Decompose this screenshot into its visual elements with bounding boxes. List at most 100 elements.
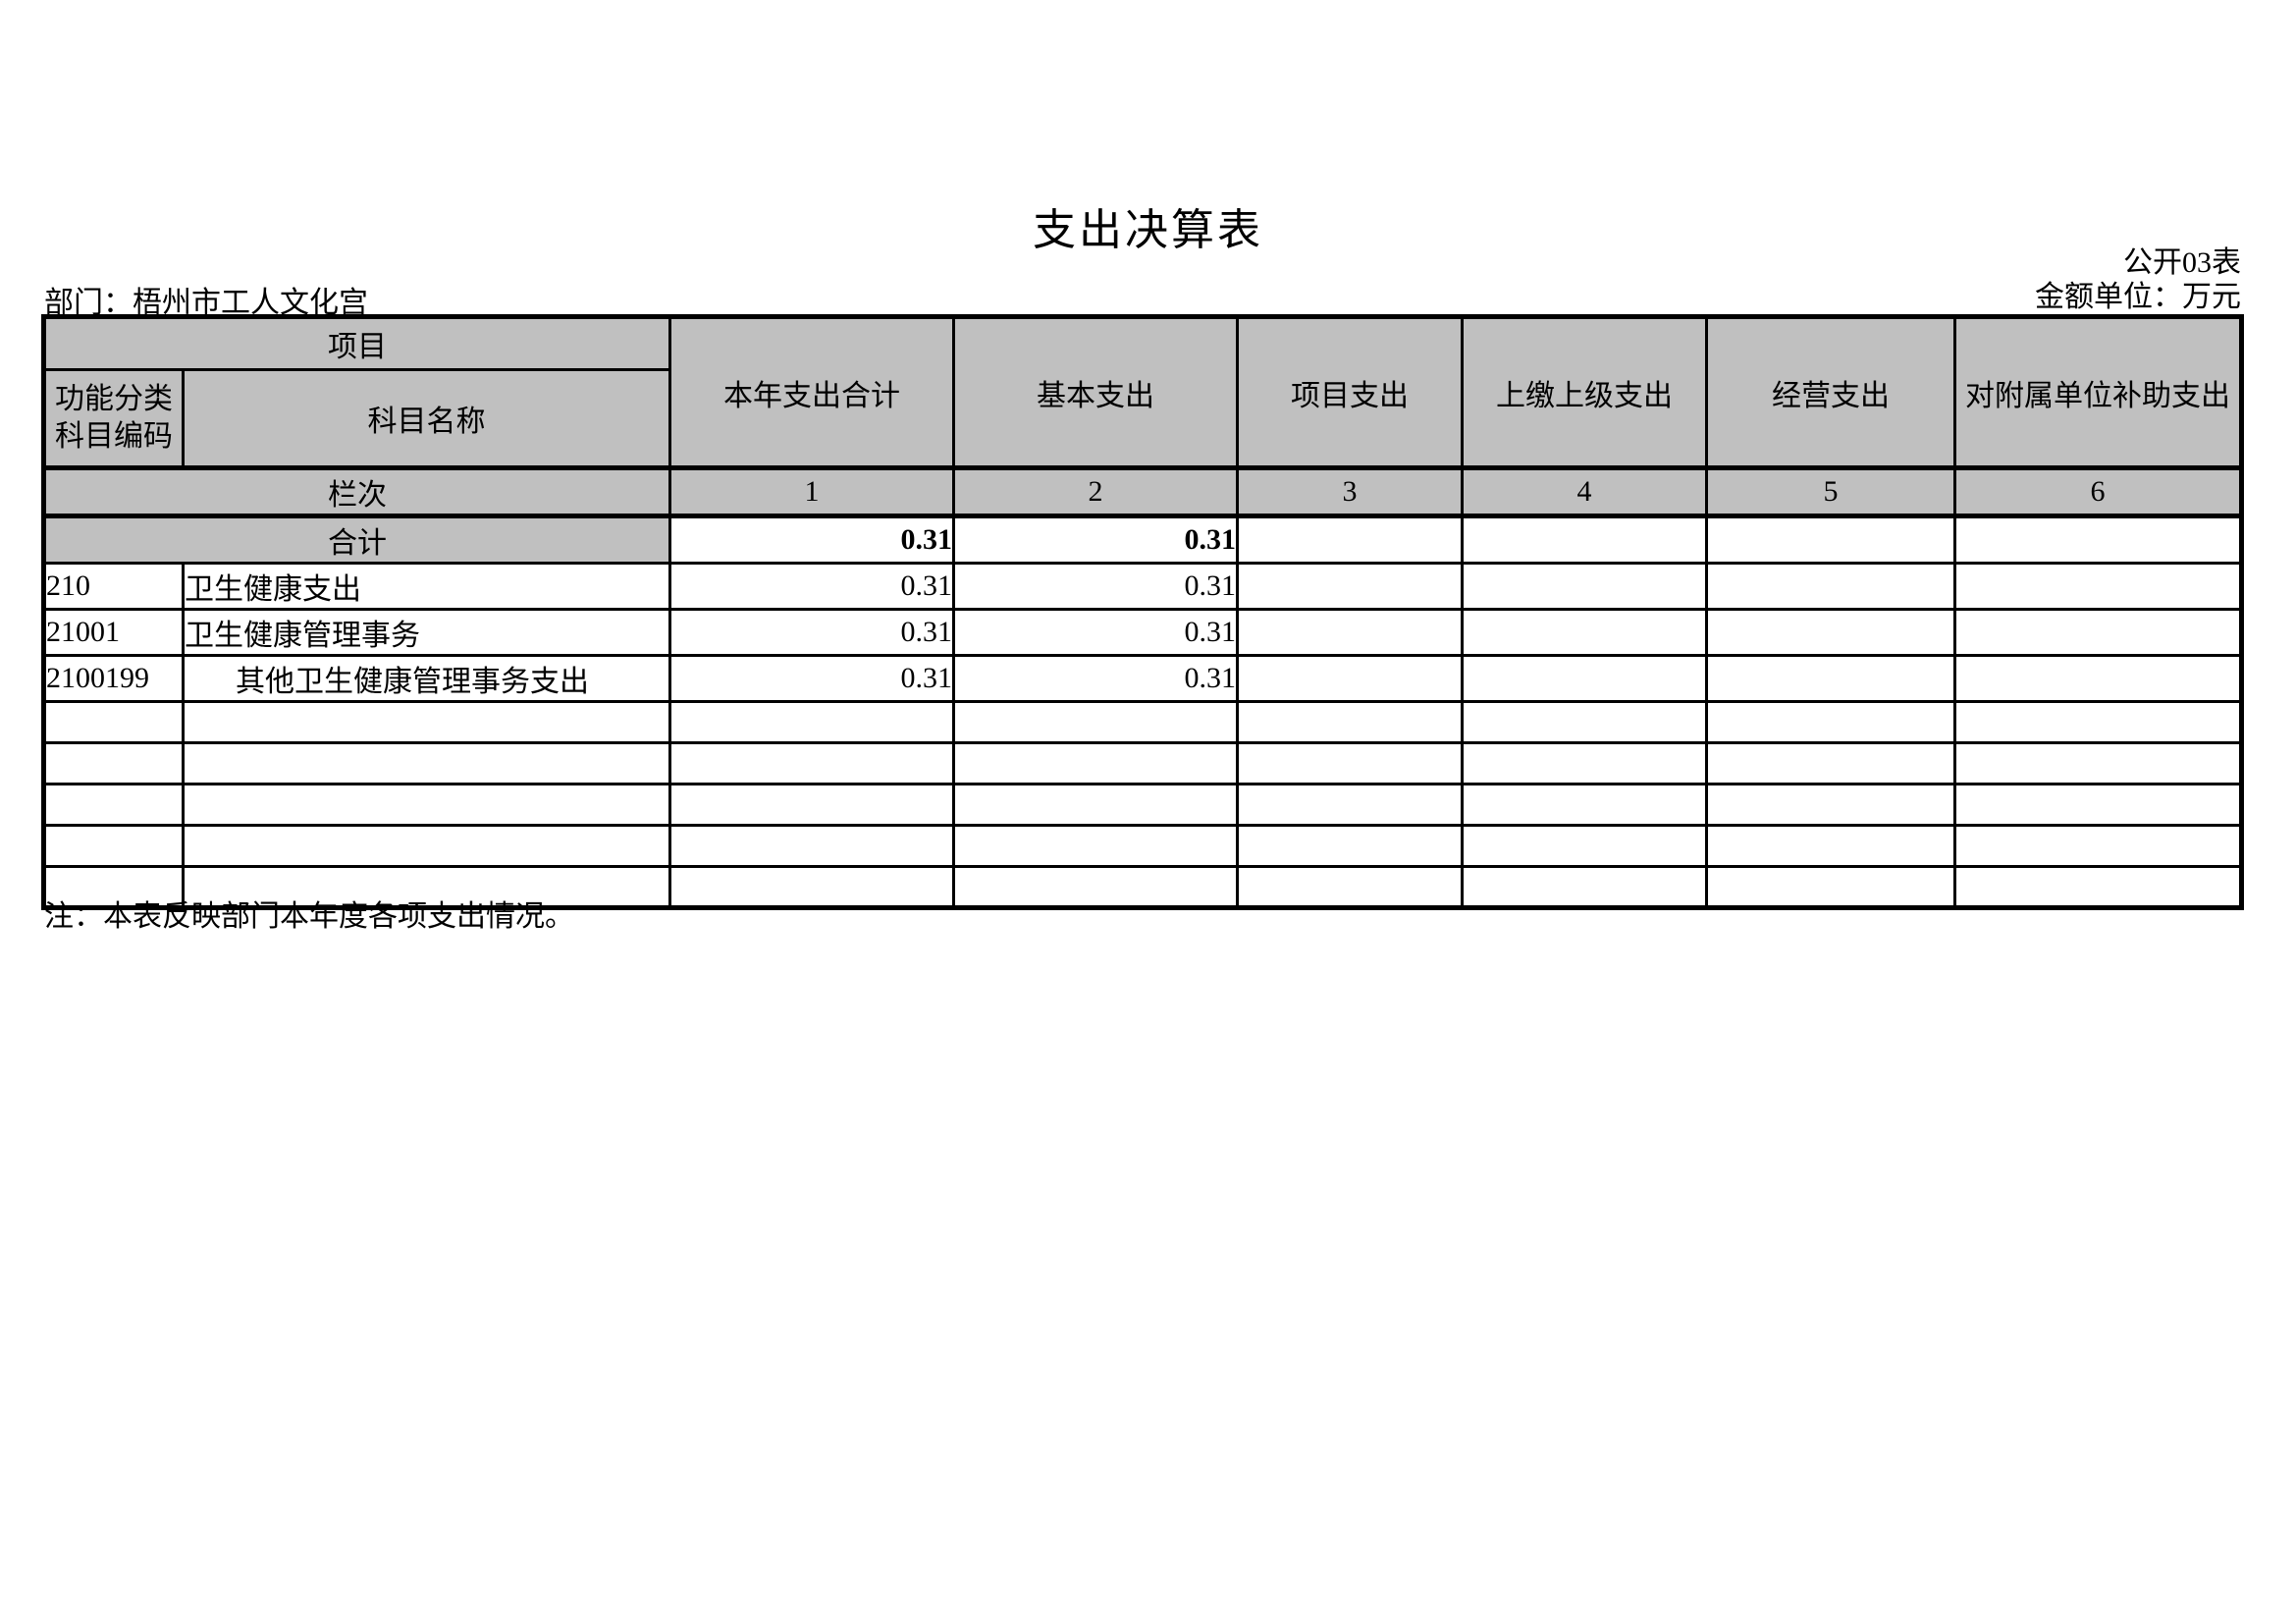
value-cell xyxy=(668,824,955,868)
total-value-cell xyxy=(1953,514,2243,565)
column-number-cell: 2 xyxy=(952,465,1239,518)
table-row xyxy=(42,783,2243,827)
value-cell xyxy=(668,741,955,785)
meta-block: 公开03表 金额单位：万元 xyxy=(2035,245,2241,314)
name-cell: 卫生健康支出 xyxy=(182,562,671,611)
table-row xyxy=(42,824,2243,868)
header-code-label-line2: 科目编码 xyxy=(55,420,173,453)
total-label-cell: 合计 xyxy=(42,514,671,565)
value-cell xyxy=(1705,783,1956,827)
name-cell xyxy=(182,783,671,827)
header-code-label-line1: 功能分类 xyxy=(55,383,173,415)
value-cell xyxy=(1236,562,1464,611)
lanci-label-cell: 栏次 xyxy=(42,465,671,518)
total-row: 合计 0.31 0.31 xyxy=(42,514,2243,565)
total-value-cell xyxy=(1461,514,1708,565)
value-cell xyxy=(1705,608,1956,657)
value-cell xyxy=(1705,824,1956,868)
note-text: 注：本表反映部门本年度各项支出情况。 xyxy=(44,900,574,933)
code-cell xyxy=(42,783,185,827)
value-cell: 0.31 xyxy=(952,608,1239,657)
table-row: 210 卫生健康支出 0.31 0.31 xyxy=(42,562,2243,611)
value-cell xyxy=(952,741,1239,785)
code-cell: 2100199 xyxy=(42,654,185,703)
value-cell xyxy=(1461,741,1708,785)
value-cell xyxy=(668,865,955,909)
name-cell xyxy=(182,865,671,909)
value-cell xyxy=(952,824,1239,868)
total-value-cell xyxy=(1705,514,1956,565)
value-cell: 0.31 xyxy=(668,562,955,611)
value-cell: 0.31 xyxy=(668,608,955,657)
department-label: 部门：梧州市工人文化宫 xyxy=(44,287,368,319)
value-cell xyxy=(1236,654,1464,703)
table-row: 2100199 其他卫生健康管理事务支出 0.31 0.31 xyxy=(42,654,2243,703)
value-cell xyxy=(1953,562,2243,611)
header-row-lanci: 栏次 1 2 3 4 5 6 xyxy=(42,465,2243,518)
header-col-turned-over: 上缴上级支出 xyxy=(1461,315,1708,469)
value-cell: 0.31 xyxy=(952,654,1239,703)
header-col-basic: 基本支出 xyxy=(952,315,1239,469)
value-cell xyxy=(668,700,955,744)
column-number-cell: 6 xyxy=(1953,465,2243,518)
value-cell: 0.31 xyxy=(952,562,1239,611)
value-cell xyxy=(1953,783,2243,827)
value-cell xyxy=(1953,654,2243,703)
code-cell xyxy=(42,700,185,744)
value-cell xyxy=(1953,824,2243,868)
code-cell: 210 xyxy=(42,562,185,611)
value-cell xyxy=(1236,865,1464,909)
total-value-cell xyxy=(1236,514,1464,565)
value-cell xyxy=(1705,654,1956,703)
name-cell xyxy=(182,824,671,868)
table-row xyxy=(42,865,2243,909)
total-value-cell: 0.31 xyxy=(952,514,1239,565)
table-row xyxy=(42,741,2243,785)
value-cell xyxy=(1953,608,2243,657)
value-cell xyxy=(1461,654,1708,703)
value-cell xyxy=(1705,741,1956,785)
value-cell xyxy=(952,865,1239,909)
value-cell xyxy=(1236,741,1464,785)
column-number-cell: 1 xyxy=(668,465,955,518)
expenditure-table: 项目 本年支出合计 基本支出 项目支出 上缴上级支出 经营支出 对附属单位补助支… xyxy=(41,314,2244,910)
value-cell xyxy=(952,700,1239,744)
table-code-label: 公开03表 xyxy=(2123,246,2241,279)
value-cell xyxy=(1953,700,2243,744)
value-cell xyxy=(1461,865,1708,909)
name-cell: 卫生健康管理事务 xyxy=(182,608,671,657)
header-col-subsidy: 对附属单位补助支出 xyxy=(1953,315,2243,469)
code-cell xyxy=(42,824,185,868)
code-cell xyxy=(42,741,185,785)
header-row-sub: 功能分类 科目编码 科目名称 xyxy=(42,368,2242,469)
value-cell xyxy=(1461,783,1708,827)
value-cell xyxy=(1953,865,2243,909)
value-cell xyxy=(952,783,1239,827)
value-cell xyxy=(1953,741,2243,785)
name-cell xyxy=(182,741,671,785)
name-cell: 其他卫生健康管理事务支出 xyxy=(182,654,671,703)
header-name-label-cell: 科目名称 xyxy=(182,368,671,469)
header-row-project: 项目 本年支出合计 基本支出 项目支出 上缴上级支出 经营支出 对附属单位补助支… xyxy=(42,315,2243,469)
code-cell xyxy=(42,865,185,909)
value-cell xyxy=(1705,865,1956,909)
value-cell xyxy=(1461,608,1708,657)
value-cell xyxy=(668,783,955,827)
unit-label: 金额单位：万元 xyxy=(2035,281,2241,313)
value-cell xyxy=(1236,824,1464,868)
value-cell xyxy=(1461,562,1708,611)
value-cell: 0.31 xyxy=(668,654,955,703)
header-code-label-cell: 功能分类 科目编码 xyxy=(42,368,185,469)
column-number-cell: 4 xyxy=(1461,465,1708,518)
value-cell xyxy=(1461,700,1708,744)
page-title: 支出决算表 xyxy=(1033,206,1263,254)
header-col-project-exp: 项目支出 xyxy=(1236,315,1464,469)
value-cell xyxy=(1461,824,1708,868)
value-cell xyxy=(1236,608,1464,657)
table-row: 21001 卫生健康管理事务 0.31 0.31 xyxy=(42,608,2243,657)
header-col-annual-total: 本年支出合计 xyxy=(668,315,955,469)
header-project-cell: 项目 xyxy=(42,315,671,371)
value-cell xyxy=(1705,562,1956,611)
column-number-cell: 3 xyxy=(1236,465,1464,518)
